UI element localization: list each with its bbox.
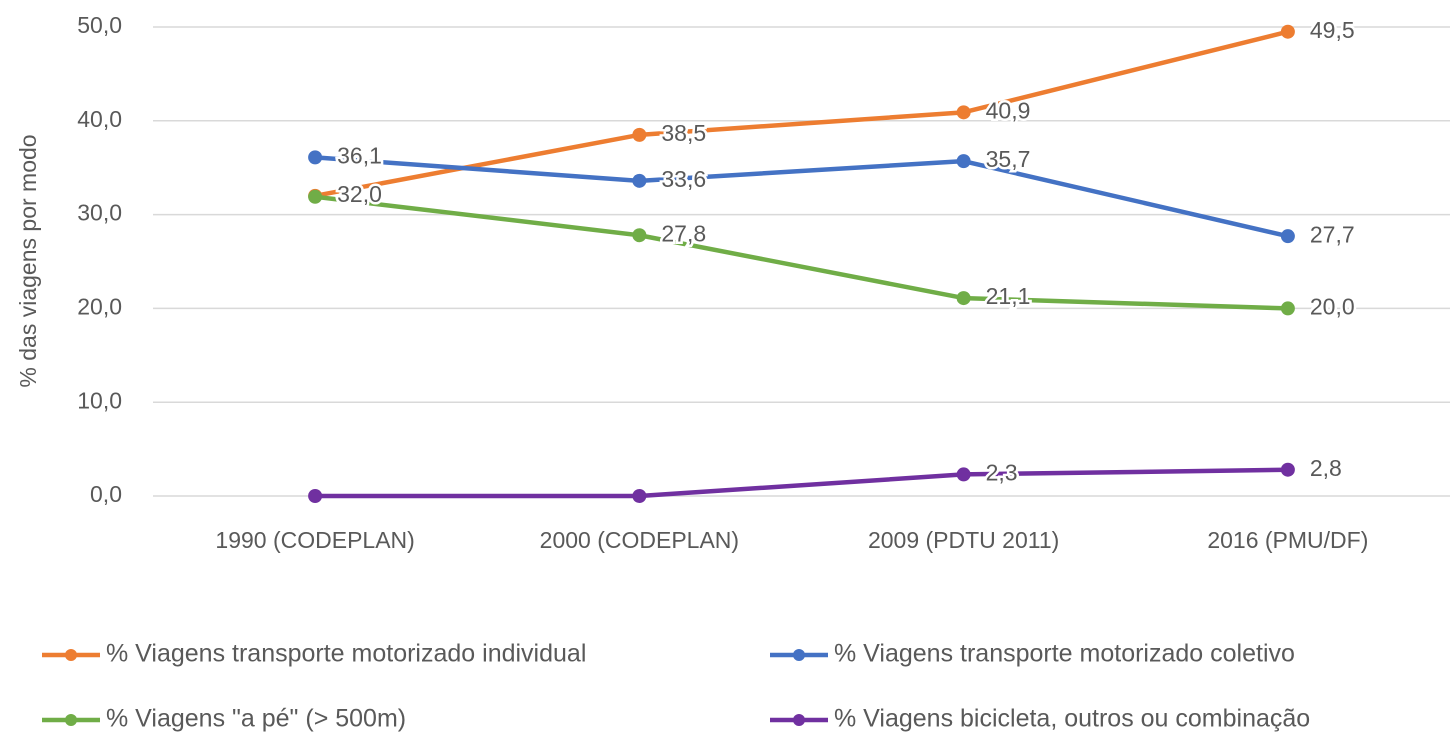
data-label: 32,0 <box>337 181 382 207</box>
x-tick-label: 2000 (CODEPLAN) <box>540 527 739 553</box>
marker <box>1280 462 1295 477</box>
marker <box>308 189 323 204</box>
marker <box>956 105 971 120</box>
data-label: 36,1 <box>337 142 382 168</box>
marker <box>308 489 323 503</box>
series-line <box>314 194 1288 311</box>
series-line <box>315 467 1288 499</box>
legend-marker <box>793 649 805 661</box>
y-tick-label: 40,0 <box>77 106 122 132</box>
data-label: 35,7 <box>986 146 1031 172</box>
marker <box>632 489 647 503</box>
data-label: 49,5 <box>1310 17 1355 43</box>
y-tick-label: 30,0 <box>77 200 122 226</box>
data-label: 2,8 <box>1310 455 1342 481</box>
series-line <box>314 29 1289 199</box>
y-tick-label: 20,0 <box>77 293 122 319</box>
x-tick-label: 2009 (PDTU 2011) <box>868 527 1059 553</box>
marker <box>956 154 971 169</box>
legend-label: % Viagens transporte motorizado individu… <box>106 640 586 668</box>
legend-marker <box>65 649 77 661</box>
marker <box>632 228 647 243</box>
y-tick-label: 10,0 <box>77 387 122 413</box>
marker <box>1280 229 1295 244</box>
series-line <box>314 155 1289 239</box>
legend-label: % Viagens "a pé" (> 500m) <box>106 705 406 733</box>
legend-marker <box>65 714 77 726</box>
data-label: 20,0 <box>1310 293 1355 319</box>
data-label: 2,3 <box>986 460 1018 486</box>
data-label: 33,6 <box>661 166 706 192</box>
y-tick-label: 50,0 <box>77 12 122 38</box>
marker <box>1280 301 1295 316</box>
marker <box>308 150 323 165</box>
y-tick-label: 0,0 <box>90 481 122 507</box>
data-label: 27,8 <box>661 220 706 246</box>
data-label: 21,1 <box>986 283 1031 309</box>
marker <box>956 467 971 482</box>
legend-label: % Viagens bicicleta, outros ou combinaçã… <box>834 705 1310 733</box>
x-tick-label: 2016 (PMU/DF) <box>1207 527 1368 553</box>
data-label: 27,7 <box>1310 221 1355 247</box>
data-label: 38,5 <box>661 120 706 146</box>
marker <box>1280 24 1295 39</box>
marker <box>632 173 647 188</box>
y-axis-label: % das viagens por modo <box>15 134 41 387</box>
marker <box>956 291 971 306</box>
legend-label: % Viagens transporte motorizado coletivo <box>834 640 1295 668</box>
legend-marker <box>793 714 805 726</box>
data-label: 40,9 <box>986 97 1031 123</box>
marker <box>632 127 647 142</box>
x-tick-label: 1990 (CODEPLAN) <box>215 527 414 553</box>
